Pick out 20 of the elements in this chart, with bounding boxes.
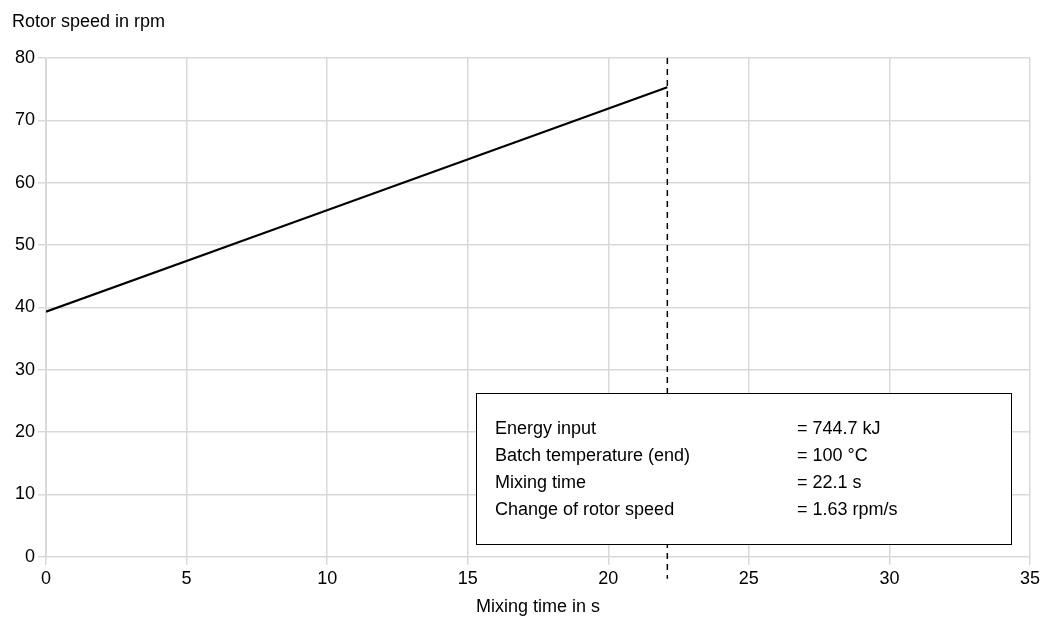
y-tick-label: 10	[14, 483, 36, 504]
y-tick-label: 30	[14, 358, 36, 379]
x-tick-label: 30	[879, 567, 900, 588]
x-tick-label: 10	[317, 567, 338, 588]
x-tick-label: 15	[457, 567, 478, 588]
x-tick-label: 20	[598, 567, 619, 588]
text-box: Energy input = 744.7 kJ Batch temperature (end) = 100 °C Mixing time = 22.1 s Change of rotor speed = 1.63 rpm/s	[476, 392, 1013, 545]
y-tick-label: 40	[14, 296, 36, 317]
y-tick-label: 20	[14, 421, 36, 442]
x-tick-label: 35	[1019, 567, 1041, 588]
y-tick-label: 60	[14, 171, 36, 192]
x-tick-label: 5	[181, 567, 192, 588]
y-tick-label: 70	[14, 109, 36, 130]
x-tick-label: 0	[41, 567, 52, 588]
x-axis-title: Mixing time in s	[476, 596, 601, 617]
x-tick-label: 25	[738, 567, 759, 588]
y-tick-label: 80	[14, 46, 36, 67]
y-axis-title: Rotor speed in rpm	[12, 10, 166, 31]
y-tick-label: 50	[14, 234, 36, 255]
y-tick-label: 0	[25, 545, 36, 566]
